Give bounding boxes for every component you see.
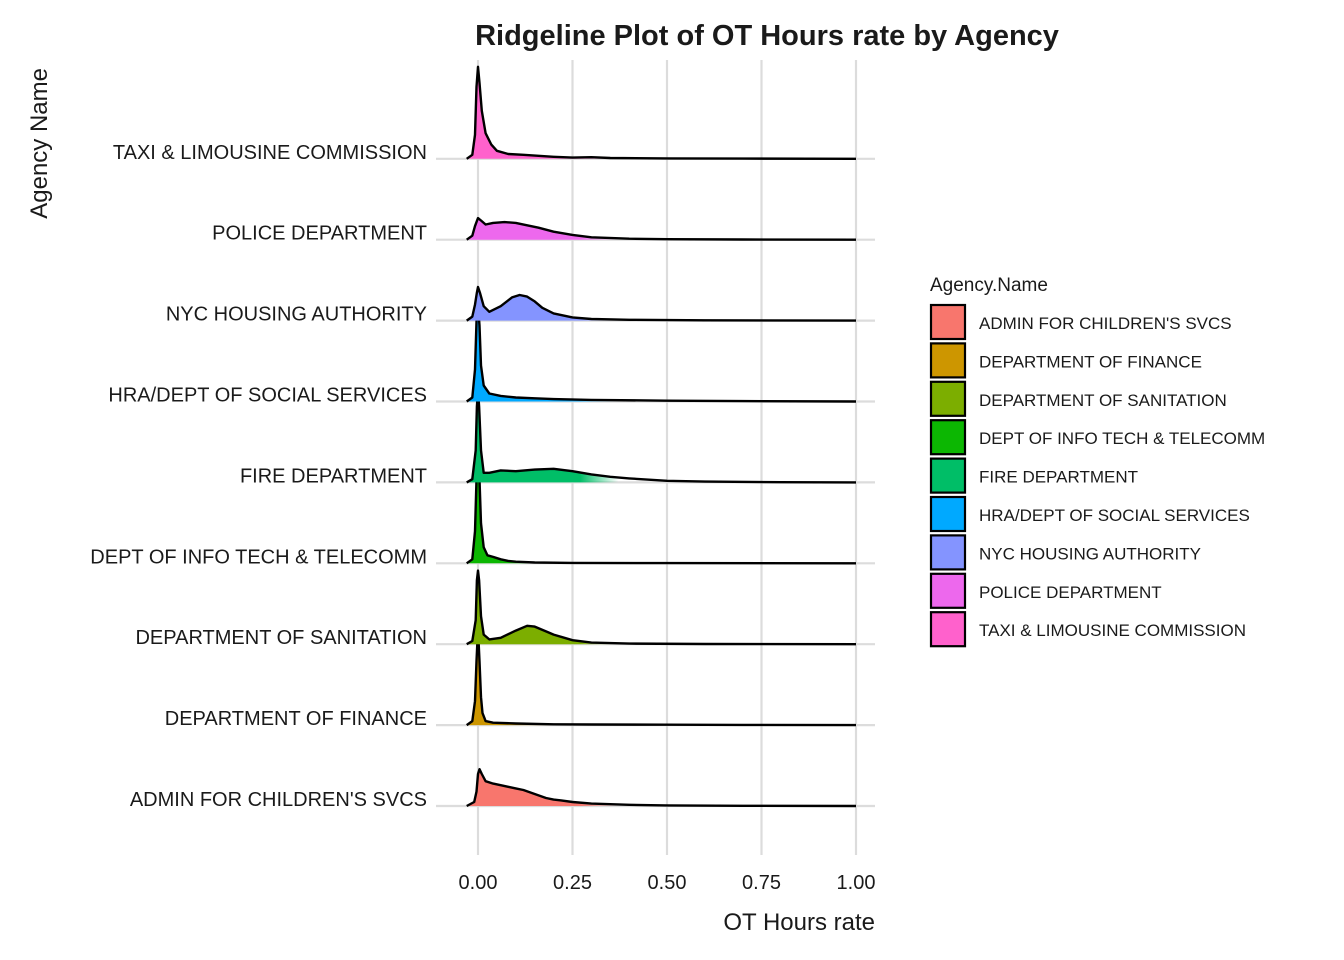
legend-item: HRA/DEPT OF SOCIAL SERVICES bbox=[929, 495, 1250, 533]
legend-swatch bbox=[929, 303, 967, 341]
ridge-outline bbox=[466, 458, 857, 565]
y-tick-label: DEPT OF INFO TECH & TELECOMM bbox=[90, 546, 427, 568]
legend-label: POLICE DEPARTMENT bbox=[979, 583, 1162, 602]
legend-item: DEPARTMENT OF SANITATION bbox=[929, 380, 1227, 417]
ridge-series bbox=[466, 569, 857, 646]
ridge-series bbox=[466, 458, 857, 565]
x-tick-label: 0.75 bbox=[742, 872, 781, 894]
x-tick-label: 1.00 bbox=[837, 872, 876, 894]
ridge-outline bbox=[466, 216, 857, 241]
chart-title: Ridgeline Plot of OT Hours rate by Agenc… bbox=[475, 20, 1059, 52]
ridge-series bbox=[466, 285, 857, 322]
x-axis-title: OT Hours rate bbox=[723, 909, 875, 936]
ridge-outline bbox=[466, 627, 857, 727]
legend-swatch bbox=[929, 419, 967, 456]
ridges bbox=[466, 65, 857, 808]
legend-swatch bbox=[929, 572, 967, 609]
legend-label: NYC HOUSING AUTHORITY bbox=[979, 544, 1201, 563]
ridge-outline bbox=[466, 768, 857, 808]
x-tick-label: 0.50 bbox=[648, 872, 687, 894]
legend-item: DEPARTMENT OF FINANCE bbox=[929, 342, 1202, 379]
legend-swatch bbox=[929, 457, 967, 494]
grid bbox=[476, 60, 858, 855]
legend-item: TAXI & LIMOUSINE COMMISSION bbox=[929, 611, 1246, 648]
ridge-series bbox=[466, 768, 857, 808]
ridge-outline bbox=[466, 304, 857, 403]
x-tick-label: 0.25 bbox=[553, 872, 592, 894]
ridge-series bbox=[466, 304, 857, 403]
legend-swatch bbox=[929, 380, 967, 417]
legend-swatch bbox=[929, 342, 967, 379]
ridge-fill bbox=[466, 218, 856, 240]
ridge-series bbox=[466, 65, 857, 160]
legend-label: TAXI & LIMOUSINE COMMISSION bbox=[979, 621, 1246, 640]
ridge-fill bbox=[466, 570, 856, 645]
legend-title: Agency.Name bbox=[930, 275, 1048, 296]
legend-label: DEPARTMENT OF SANITATION bbox=[979, 391, 1227, 410]
y-tick-label: DEPARTMENT OF SANITATION bbox=[135, 627, 427, 649]
ridge-fill bbox=[466, 66, 856, 159]
legend-swatch bbox=[929, 495, 967, 533]
legend-items: ADMIN FOR CHILDREN'S SVCS DEPARTMENT OF F… bbox=[929, 303, 1265, 648]
ridge-series bbox=[466, 216, 857, 241]
ridge-fill bbox=[466, 390, 856, 483]
ridge-series bbox=[466, 627, 857, 727]
y-axis-tick-labels: ADMIN FOR CHILDREN'S SVCS DEPARTMENT OF F… bbox=[90, 142, 427, 811]
ridge-outline bbox=[466, 285, 857, 322]
legend-label: DEPARTMENT OF FINANCE bbox=[979, 352, 1202, 371]
ridge-outline bbox=[466, 569, 857, 646]
legend-swatch bbox=[929, 534, 967, 571]
y-axis-title: Agency Name bbox=[26, 68, 53, 219]
y-tick-label: ADMIN FOR CHILDREN'S SVCS bbox=[130, 789, 427, 811]
ridge-series bbox=[466, 389, 857, 484]
legend-label: HRA/DEPT OF SOCIAL SERVICES bbox=[979, 506, 1250, 525]
y-tick-label: POLICE DEPARTMENT bbox=[212, 223, 427, 245]
ridge-fill bbox=[466, 769, 856, 806]
y-tick-label: TAXI & LIMOUSINE COMMISSION bbox=[113, 142, 427, 164]
legend: Agency.Name ADMIN FOR CHILDREN'S SVCS DEP… bbox=[929, 275, 1265, 648]
legend-label: FIRE DEPARTMENT bbox=[979, 468, 1138, 487]
y-tick-label: NYC HOUSING AUTHORITY bbox=[166, 304, 427, 326]
x-tick-label: 0.00 bbox=[459, 872, 498, 894]
legend-item: NYC HOUSING AUTHORITY bbox=[929, 534, 1201, 571]
ridge-outline bbox=[466, 65, 857, 160]
y-tick-label: DEPARTMENT OF FINANCE bbox=[165, 708, 427, 730]
legend-label: ADMIN FOR CHILDREN'S SVCS bbox=[979, 314, 1232, 333]
ridge-fill bbox=[466, 287, 856, 321]
legend-item: DEPT OF INFO TECH & TELECOMM bbox=[929, 419, 1265, 456]
ridge-outline bbox=[466, 389, 857, 484]
legend-label: DEPT OF INFO TECH & TELECOMM bbox=[979, 429, 1265, 448]
y-tick-label: HRA/DEPT OF SOCIAL SERVICES bbox=[108, 385, 427, 407]
legend-item: FIRE DEPARTMENT bbox=[929, 457, 1138, 494]
x-axis-tick-labels: 0.00 0.25 0.50 0.75 1.00 bbox=[459, 872, 876, 894]
y-tick-label: FIRE DEPARTMENT bbox=[240, 465, 427, 487]
legend-item: ADMIN FOR CHILDREN'S SVCS bbox=[929, 303, 1232, 341]
legend-item: POLICE DEPARTMENT bbox=[929, 572, 1162, 609]
legend-swatch bbox=[929, 611, 967, 648]
